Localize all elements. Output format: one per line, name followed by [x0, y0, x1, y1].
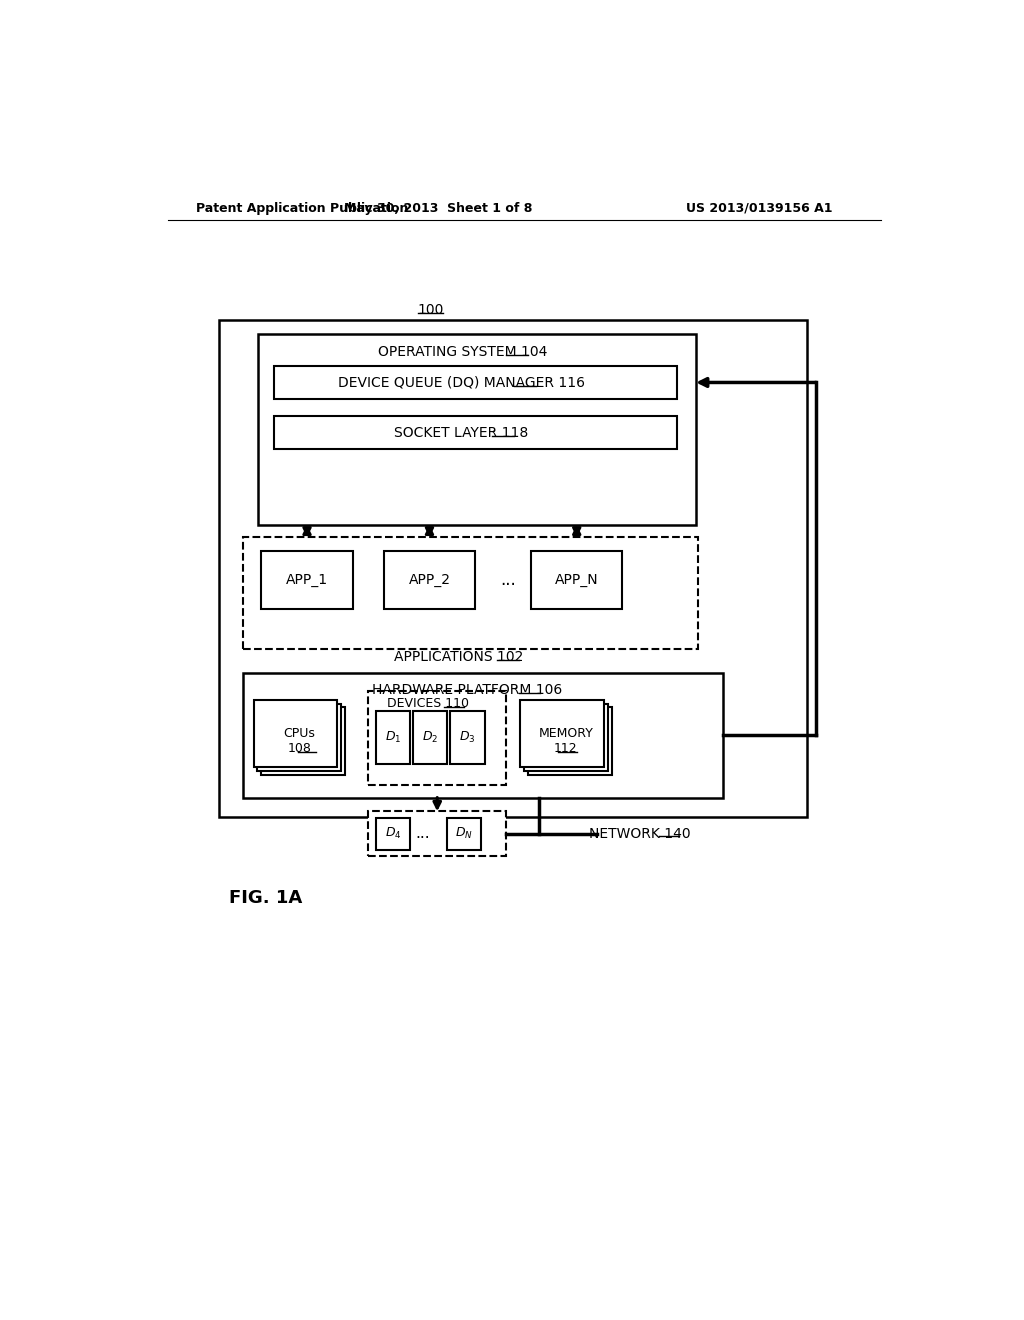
Text: DEVICES 110: DEVICES 110: [387, 697, 469, 710]
Text: ...: ...: [500, 572, 516, 589]
Text: APP_N: APP_N: [555, 573, 599, 587]
Text: $D_N$: $D_N$: [456, 826, 473, 841]
Bar: [273, 416, 677, 449]
Bar: [528, 708, 611, 775]
Bar: [376, 817, 410, 850]
Bar: [258, 334, 696, 525]
Bar: [254, 700, 337, 767]
Text: MEMORY
112: MEMORY 112: [539, 727, 593, 755]
Bar: [531, 552, 623, 609]
Text: APP_1: APP_1: [286, 573, 328, 587]
Bar: [273, 367, 677, 399]
Text: May 30, 2013  Sheet 1 of 8: May 30, 2013 Sheet 1 of 8: [344, 202, 532, 215]
Text: $D_2$: $D_2$: [422, 730, 438, 744]
Bar: [520, 700, 604, 767]
Bar: [376, 711, 410, 763]
Text: OPERATING SYSTEM 104: OPERATING SYSTEM 104: [379, 346, 548, 359]
Text: DEVICE QUEUE (DQ) MANAGER 116: DEVICE QUEUE (DQ) MANAGER 116: [338, 375, 585, 389]
Text: CPUs
108: CPUs 108: [284, 727, 315, 755]
Bar: [243, 673, 723, 797]
Text: APP_2: APP_2: [409, 573, 451, 587]
Text: US 2013/0139156 A1: US 2013/0139156 A1: [686, 202, 833, 215]
Text: FIG. 1A: FIG. 1A: [228, 888, 302, 907]
Text: 100: 100: [417, 304, 443, 317]
Bar: [243, 537, 698, 649]
Bar: [261, 708, 345, 775]
Text: $D_3$: $D_3$: [459, 730, 476, 744]
Text: Patent Application Publication: Patent Application Publication: [197, 202, 409, 215]
Bar: [257, 704, 341, 771]
Text: $D_4$: $D_4$: [385, 826, 401, 841]
Bar: [414, 711, 447, 763]
Bar: [451, 711, 484, 763]
Bar: [369, 812, 506, 857]
Bar: [384, 552, 475, 609]
Bar: [524, 704, 607, 771]
Text: ...: ...: [415, 826, 430, 841]
Bar: [219, 321, 807, 817]
Text: APPLICATIONS 102: APPLICATIONS 102: [394, 651, 523, 664]
Bar: [369, 692, 506, 785]
Bar: [261, 552, 352, 609]
Text: HARDWARE PLATFORM 106: HARDWARE PLATFORM 106: [373, 682, 562, 697]
Bar: [447, 817, 481, 850]
Text: NETWORK 140: NETWORK 140: [589, 826, 690, 841]
Text: $D_1$: $D_1$: [385, 730, 401, 744]
Text: SOCKET LAYER 118: SOCKET LAYER 118: [394, 426, 528, 441]
